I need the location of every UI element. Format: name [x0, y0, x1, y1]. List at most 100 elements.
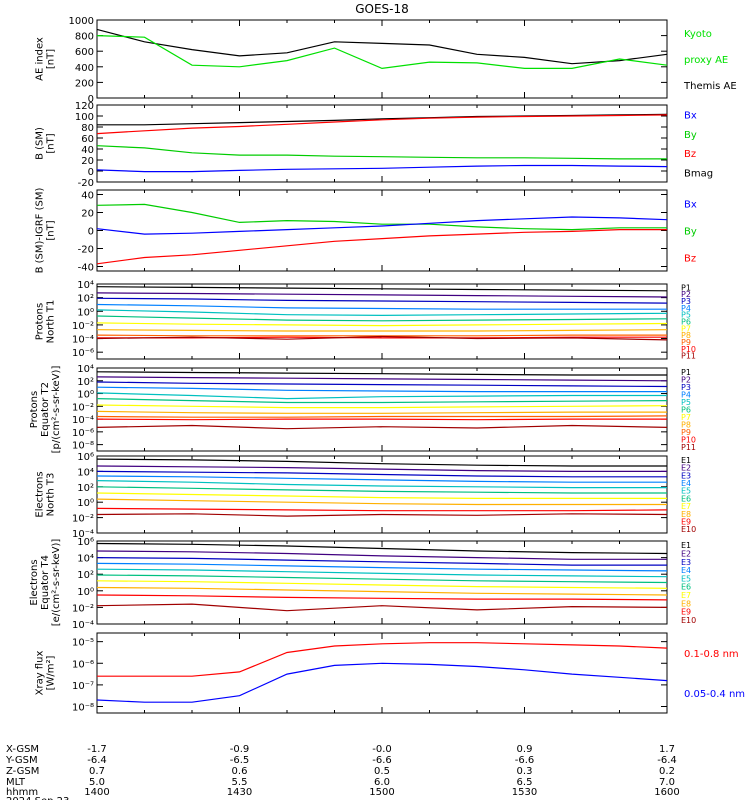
y-axis-label-electrons_t4: Electrons [29, 559, 40, 605]
series-p10-protons_t2 [96, 418, 667, 421]
series-e1-electrons_t3 [96, 458, 667, 467]
series-0-1-0-8-nm-xray [97, 642, 668, 677]
legend-0-05-0-4-nm-xray: 0.05-0.4 nm [684, 689, 745, 700]
legend-e3-electrons_t4: E3 [681, 558, 691, 567]
series-p7-protons_t2 [96, 404, 668, 409]
x-tick-label-x_gsm: -1.7 [87, 744, 107, 755]
x-row-label-z_gsm: Z-GSM [6, 766, 39, 777]
series-bz-bdiff [96, 229, 667, 265]
series-p1-protons_t2 [96, 371, 667, 376]
series-e3-electrons_t4 [96, 556, 667, 566]
y-axis-label-bdiff: [nT] [46, 220, 57, 240]
series-p9-protons_t1 [96, 334, 667, 337]
plot-title: GOES-18 [355, 2, 409, 16]
x-row-label-x_gsm: X-GSM [6, 744, 39, 755]
x-tick-label-x_gsm: -0.0 [372, 744, 392, 755]
series-e6-electrons_t4 [96, 574, 668, 584]
y-axis-label-xray: Xray flux [35, 651, 46, 696]
y-axis-label-electrons_t4: [e/(cm²-s-sr-keV)] [51, 539, 62, 627]
y-tick-label-bfield: 0 [88, 167, 94, 178]
legend-e4-electrons_t4: E4 [681, 566, 691, 575]
y-tick-label-bfield: 100 [75, 112, 94, 123]
series-p11-protons_t2 [96, 424, 668, 430]
x-tick-label-z_gsm: 0.5 [374, 766, 390, 777]
x-tick-label-x_gsm: -0.9 [230, 744, 250, 755]
series-e10-electrons_t3 [96, 513, 668, 517]
series-p10-protons_t1 [97, 336, 667, 339]
legend-e10-electrons_t4: E10 [681, 616, 696, 625]
legend-e7-electrons_t3: E7 [681, 502, 691, 511]
x-tick-label-y_gsm: -6.4 [657, 755, 677, 766]
y-tick-label-electrons_t4: 10² [77, 570, 94, 581]
legend-p5-protons_t2: P5 [681, 398, 691, 407]
x-tick-label-y_gsm: -6.6 [515, 755, 535, 766]
series-e5-electrons_t4 [96, 568, 668, 578]
series-p2-protons_t2 [96, 376, 668, 382]
series-p4-protons_t1 [96, 303, 667, 310]
series-p7-protons_t1 [96, 322, 668, 327]
y-tick-label-electrons_t4: 10⁶ [77, 537, 94, 548]
y-tick-label-bdiff: -40 [78, 263, 94, 274]
series-p4-protons_t2 [96, 386, 667, 393]
y-tick-label-electrons_t4: 10⁻⁴ [72, 620, 94, 631]
series-themis-ae-ae [96, 28, 668, 65]
y-axis-label-protons_t2: Equator T2 [40, 382, 51, 437]
y-tick-label-ae: 1000 [69, 16, 94, 27]
x-tick-label-z_gsm: 0.7 [89, 766, 105, 777]
y-tick-label-xray: 10⁻⁶ [72, 659, 94, 670]
legend-e7-electrons_t4: E7 [681, 591, 691, 600]
x-tick-label-hhmm: 1430 [227, 787, 252, 798]
y-axis-label-bdiff: B (SM)-IGRF (SM) [35, 188, 46, 274]
series-p8-protons_t2 [96, 410, 667, 414]
y-axis-label-protons_t1: Protons [35, 303, 46, 340]
legend-p1-protons_t2: P1 [681, 368, 691, 377]
legend-bmag-bfield: Bmag [684, 168, 713, 179]
y-tick-label-protons_t1: 10⁰ [77, 307, 94, 318]
y-tick-label-protons_t2: 10⁻⁴ [72, 415, 94, 426]
legend-p4-protons_t2: P4 [681, 390, 691, 399]
legend-p1-protons_t1: P1 [681, 283, 691, 292]
y-axis-label-protons_t1: North T1 [46, 300, 57, 344]
legend-e9-electrons_t3: E9 [681, 517, 691, 526]
legend-kyoto-ae: Kyoto [684, 29, 712, 40]
series-e4-electrons_t4 [96, 562, 668, 572]
series-p1-protons_t1 [96, 286, 668, 292]
x-tick-label-x_gsm: 1.7 [659, 744, 675, 755]
series-proxy-ae-ae [96, 35, 668, 70]
legend-p5-protons_t1: P5 [681, 311, 691, 320]
legend-by-bdiff: By [684, 227, 697, 238]
series-e9-electrons_t3 [96, 507, 668, 512]
series-p6-protons_t2 [96, 398, 668, 404]
legend-0-1-0-8-nm-xray: 0.1-0.8 nm [684, 649, 739, 660]
legend-e8-electrons_t4: E8 [681, 599, 691, 608]
y-axis-label-ae: [nT] [46, 49, 57, 69]
y-tick-label-protons_t2: 10⁻² [72, 402, 94, 413]
legend-e2-electrons_t3: E2 [681, 464, 691, 473]
legend-e2-electrons_t4: E2 [681, 549, 691, 558]
y-axis-label-electrons_t3: Electrons [35, 471, 46, 517]
series-p5-protons_t1 [96, 309, 668, 317]
y-tick-label-electrons_t3: 10⁶ [77, 452, 94, 463]
y-tick-label-ae: 400 [75, 63, 94, 74]
legend-p4-protons_t1: P4 [681, 304, 691, 313]
legend-e9-electrons_t4: E9 [681, 608, 691, 617]
legend-bz-bdiff: Bz [684, 254, 696, 265]
y-tick-label-bdiff: 20 [81, 209, 94, 220]
legend-p3-protons_t1: P3 [681, 297, 691, 306]
x-row-label-mlt: MLT [6, 777, 26, 788]
panel-frame-bfield [96, 104, 668, 183]
y-tick-label-protons_t1: 10⁻⁶ [72, 348, 94, 359]
series-p9-protons_t2 [96, 415, 668, 418]
series-e6-electrons_t3 [96, 486, 667, 494]
x-tick-label-mlt: 6.0 [374, 777, 390, 788]
series-p3-protons_t2 [96, 381, 668, 388]
x-tick-label-hhmm: 1400 [84, 787, 109, 798]
x-row-label-y_gsm: Y-GSM [5, 755, 38, 766]
legend-bx-bdiff: Bx [684, 200, 697, 211]
legend-e8-electrons_t3: E8 [681, 510, 691, 519]
legend-p7-protons_t1: P7 [681, 324, 691, 333]
y-tick-label-bfield: 20 [81, 156, 94, 167]
y-tick-label-ae: 0 [88, 94, 94, 105]
